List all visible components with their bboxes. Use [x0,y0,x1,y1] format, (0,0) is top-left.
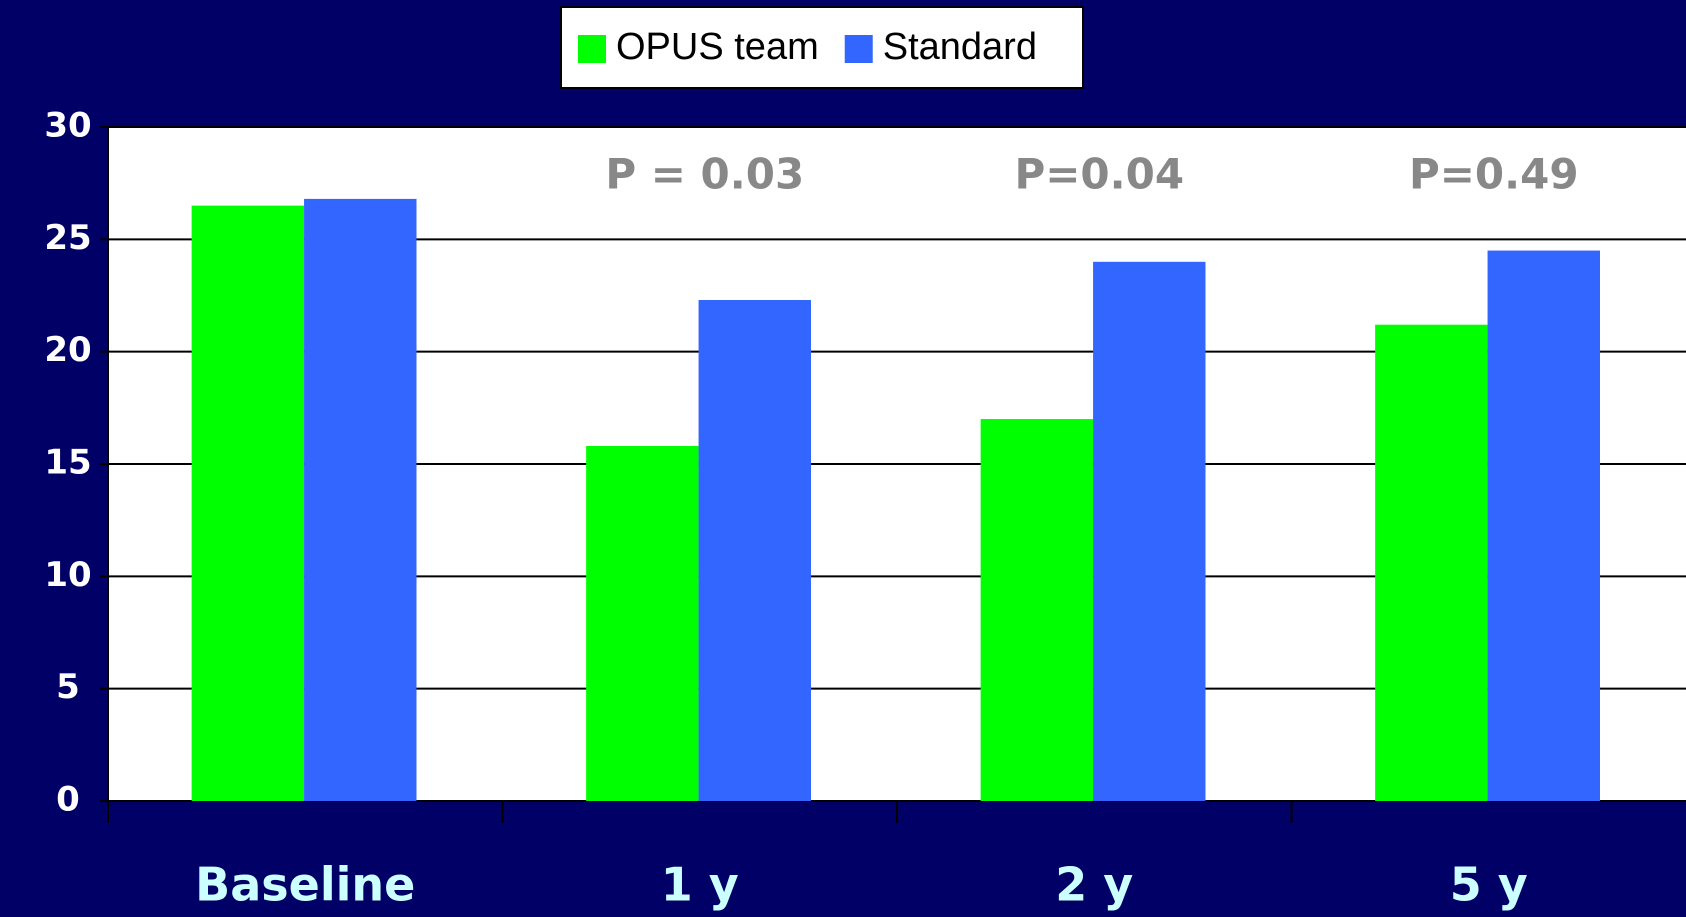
y-tick-label: 25 [44,218,91,258]
annotation: P=0.04 [1014,150,1184,199]
y-tick-label: 10 [44,555,91,595]
y-tick-label: 0 [56,780,80,820]
annotation: P=0.49 [1409,150,1579,199]
x-tick-label: 1 y [661,858,739,912]
legend-swatch [578,35,606,63]
bar [191,205,305,802]
bar [304,198,417,802]
legend-label: Standard [883,26,1037,68]
annotation: P = 0.03 [605,150,804,199]
bar [586,446,699,801]
x-tick-label: 5 y [1450,858,1528,912]
legend-label: OPUS team [616,26,819,68]
bar [1093,261,1206,801]
legend-swatch [844,35,873,63]
y-tick-label: 5 [56,667,80,707]
y-tick-label: 20 [44,330,91,370]
y-tick-label: 15 [44,443,91,483]
bar [1487,250,1600,802]
x-tick-label: Baseline [195,858,415,912]
x-tick-label: 2 y [1055,858,1133,912]
y-tick-label: 30 [44,106,91,146]
bar [1375,324,1488,801]
bar [698,299,811,801]
legend-box [560,6,1084,89]
bar [980,419,1094,801]
